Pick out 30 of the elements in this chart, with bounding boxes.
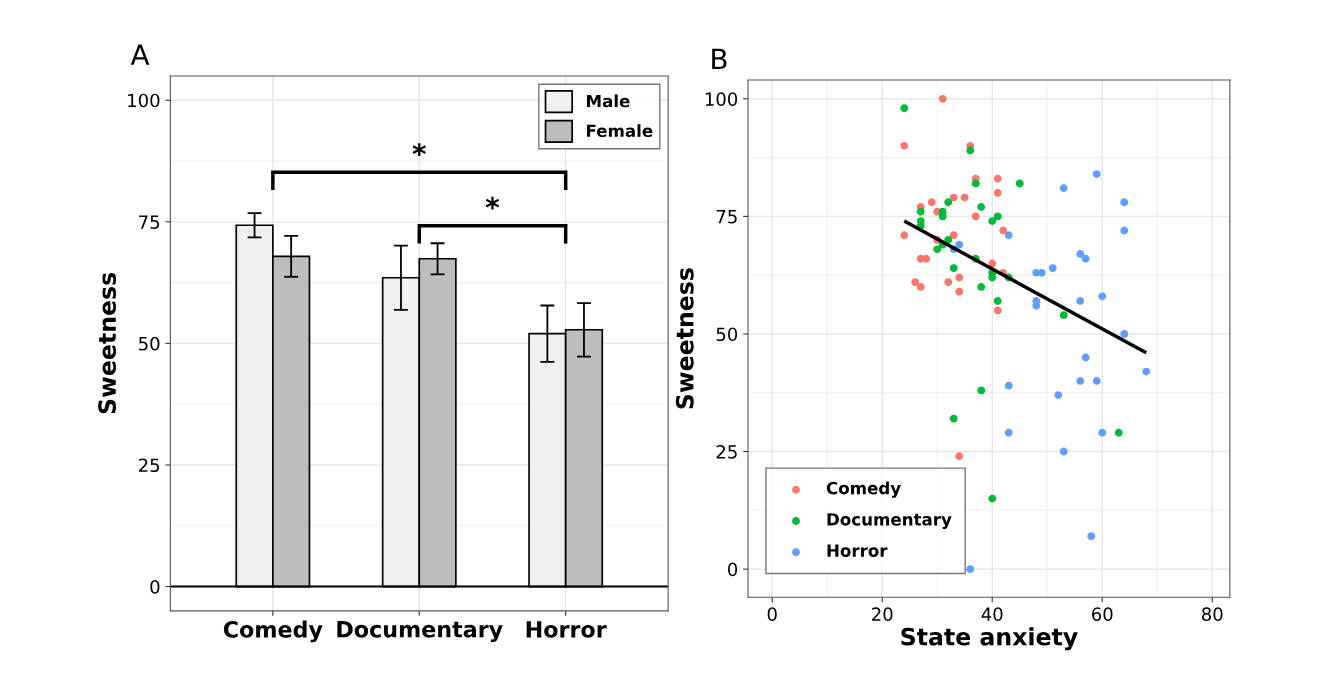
legend-label: Male [587,94,630,108]
y-tick-label: 100 [705,92,738,106]
y-tick-label: 0 [150,580,160,594]
x-tick-label: 80 [1201,607,1223,622]
legend-label: Documentary [827,513,952,529]
y-tick-label: 100 [128,93,160,108]
y-tick-label: 25 [716,444,737,459]
annotation: * [485,196,500,210]
legend-label: Female [587,124,653,138]
x-tick-label: Horror [526,621,607,638]
legend-label: Horror [827,544,888,557]
x-axis-title: State anxiety [901,627,1078,651]
legend-label: Comedy [826,481,901,498]
x-tick-label: 60 [1092,607,1113,622]
x-tick-label: Comedy [223,620,323,643]
y-tick-label: 50 [139,336,160,351]
chart-title: B [712,48,727,70]
y-tick-label: 0 [728,562,738,577]
y-axis-title: Sweetness [98,273,117,414]
x-tick-label: 20 [872,607,893,622]
x-tick-label: 40 [981,607,1003,622]
y-tick-label: 50 [716,327,738,342]
y-tick-label: 75 [716,210,737,224]
annotation: * [412,143,426,157]
chart-title: A [130,44,150,65]
y-tick-label: 25 [138,458,160,473]
x-tick-label: Documentary [337,621,503,643]
y-axis-title: Sweetness [675,268,694,409]
x-tick-label: 0 [767,607,777,622]
y-tick-label: 75 [139,215,160,229]
